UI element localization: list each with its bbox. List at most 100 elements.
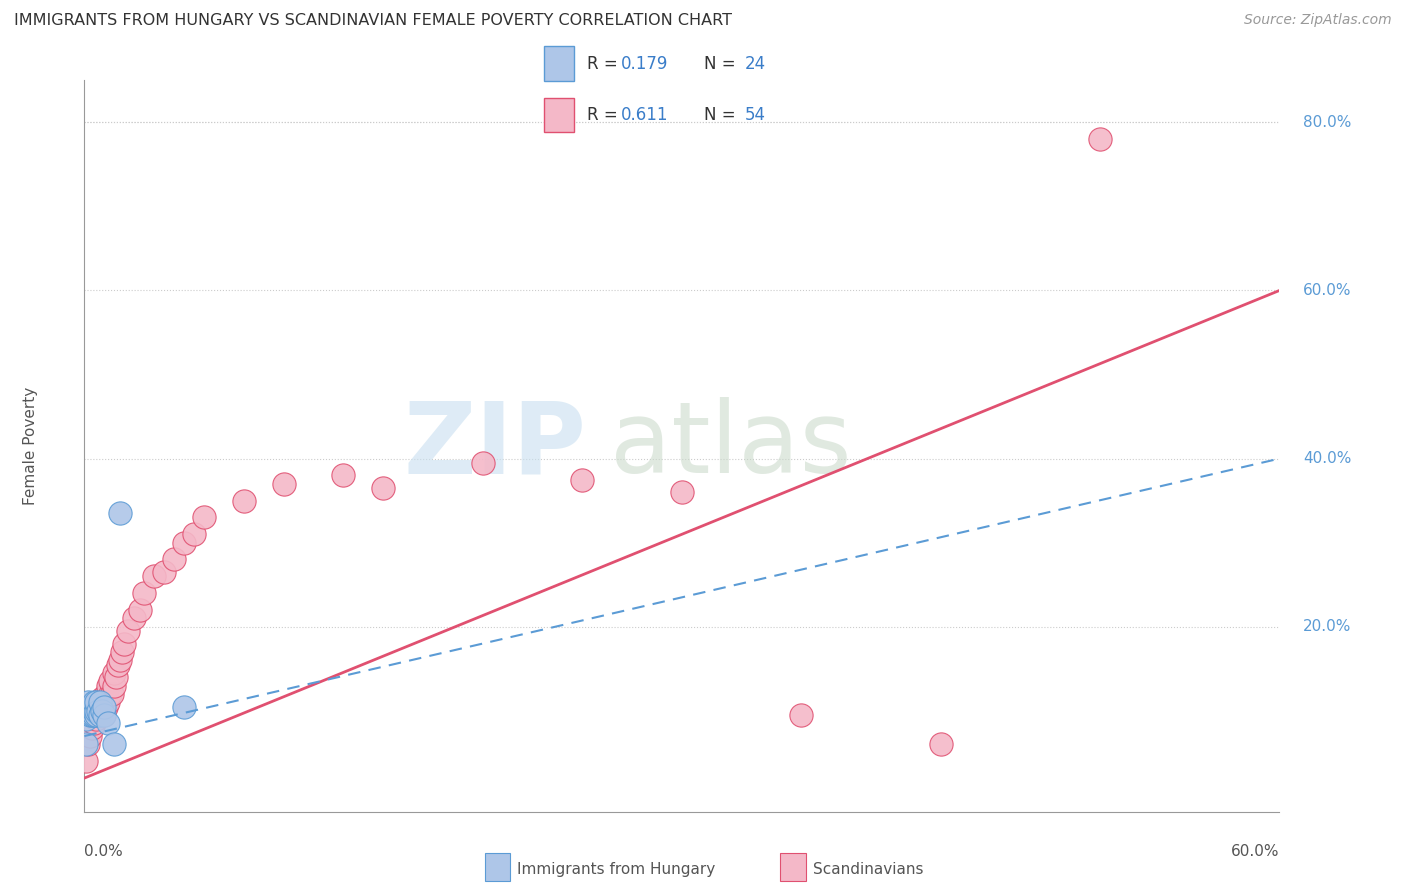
Text: N =: N =	[704, 54, 741, 72]
Point	[97, 679, 120, 693]
Point	[110, 653, 132, 667]
Point	[1088, 132, 1111, 146]
Point	[75, 712, 97, 726]
Point	[273, 476, 295, 491]
Text: R =: R =	[586, 106, 623, 124]
Text: N =: N =	[704, 106, 741, 124]
Point	[129, 603, 152, 617]
Point	[87, 708, 110, 723]
Point	[153, 565, 176, 579]
Point	[83, 704, 105, 718]
Text: 60.0%: 60.0%	[1232, 844, 1279, 859]
Point	[86, 704, 108, 718]
Text: 0.0%: 0.0%	[84, 844, 124, 859]
Point	[77, 704, 100, 718]
Point	[79, 699, 101, 714]
Point	[471, 456, 494, 470]
Point	[83, 699, 105, 714]
Point	[97, 695, 120, 709]
Text: 40.0%: 40.0%	[1303, 451, 1351, 467]
Point	[98, 674, 121, 689]
Point	[79, 712, 101, 726]
Point	[82, 721, 104, 735]
Point	[83, 708, 105, 723]
Point	[671, 485, 693, 500]
Point	[82, 704, 104, 718]
Point	[101, 687, 124, 701]
Point	[132, 586, 156, 600]
Point	[91, 704, 114, 718]
Point	[117, 624, 139, 638]
Point	[77, 716, 100, 731]
Point	[93, 699, 115, 714]
Point	[112, 636, 135, 650]
Point	[83, 716, 105, 731]
Point	[79, 708, 101, 723]
Point	[173, 699, 195, 714]
Text: Immigrants from Hungary: Immigrants from Hungary	[517, 863, 716, 877]
Point	[86, 712, 108, 726]
Point	[82, 708, 104, 723]
Point	[77, 738, 100, 752]
FancyBboxPatch shape	[544, 46, 575, 80]
Point	[97, 716, 120, 731]
Text: 80.0%: 80.0%	[1303, 115, 1351, 130]
Point	[193, 510, 215, 524]
Point	[93, 695, 115, 709]
Point	[103, 679, 125, 693]
Point	[371, 481, 394, 495]
Text: R =: R =	[586, 54, 623, 72]
Point	[96, 687, 118, 701]
Point	[89, 695, 111, 709]
Text: 60.0%: 60.0%	[1303, 283, 1351, 298]
Point	[87, 699, 110, 714]
Point	[183, 527, 205, 541]
Text: Source: ZipAtlas.com: Source: ZipAtlas.com	[1244, 13, 1392, 28]
Text: atlas: atlas	[610, 398, 852, 494]
Point	[75, 738, 97, 752]
Point	[77, 695, 100, 709]
Point	[929, 738, 952, 752]
Point	[79, 729, 101, 743]
Point	[93, 708, 115, 723]
Text: 0.179: 0.179	[621, 54, 668, 72]
Text: 20.0%: 20.0%	[1303, 619, 1351, 634]
Point	[790, 708, 813, 723]
Point	[143, 569, 166, 583]
Text: IMMIGRANTS FROM HUNGARY VS SCANDINAVIAN FEMALE POVERTY CORRELATION CHART: IMMIGRANTS FROM HUNGARY VS SCANDINAVIAN …	[14, 13, 733, 29]
Point	[89, 708, 111, 723]
Point	[173, 535, 195, 549]
Point	[105, 670, 128, 684]
Point	[98, 687, 121, 701]
Point	[86, 704, 108, 718]
Point	[89, 695, 111, 709]
Point	[87, 704, 110, 718]
Point	[111, 645, 134, 659]
Text: 54: 54	[745, 106, 766, 124]
FancyBboxPatch shape	[544, 98, 575, 132]
Point	[232, 493, 254, 508]
Point	[93, 708, 115, 723]
Point	[122, 611, 145, 625]
Point	[332, 468, 354, 483]
Point	[103, 738, 125, 752]
Point	[163, 552, 186, 566]
Text: ZIP: ZIP	[404, 398, 586, 494]
Point	[103, 665, 125, 680]
Text: 0.611: 0.611	[621, 106, 668, 124]
Point	[571, 473, 593, 487]
Point	[83, 695, 105, 709]
Point	[91, 704, 114, 718]
Point	[91, 691, 114, 706]
Point	[86, 708, 108, 723]
Point	[89, 708, 111, 723]
Point	[96, 699, 118, 714]
Text: Female Poverty: Female Poverty	[22, 387, 38, 505]
Point	[75, 754, 97, 768]
Text: 24: 24	[745, 54, 766, 72]
Point	[82, 699, 104, 714]
Point	[110, 506, 132, 520]
Point	[86, 695, 108, 709]
Point	[83, 708, 105, 723]
Point	[107, 657, 129, 672]
